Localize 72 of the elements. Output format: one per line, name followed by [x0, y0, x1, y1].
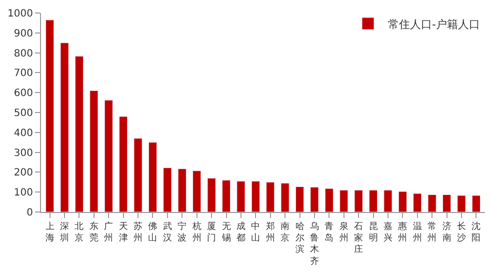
- x-tick-label: 广州: [104, 220, 114, 244]
- x-tick-label: 昆明: [368, 220, 378, 244]
- x-tick-label: 常州: [428, 220, 437, 244]
- bar: [340, 190, 348, 212]
- bar: [60, 42, 69, 212]
- y-tick-label: 500: [14, 108, 33, 119]
- bar: [295, 186, 304, 212]
- bar: [178, 168, 186, 212]
- x-tick-label: 东莞: [89, 220, 98, 244]
- bar: [251, 180, 260, 212]
- bar: [398, 191, 407, 212]
- x-tick-label: 南京: [280, 220, 290, 244]
- x-tick-label: 成都: [236, 220, 246, 244]
- legend-label: 常住人口-户籍人口: [388, 18, 480, 31]
- x-tick-label: 郑州: [266, 220, 275, 244]
- x-tick-label: 石家庄: [354, 222, 364, 256]
- bar: [236, 180, 246, 212]
- y-tick-label: 300: [14, 148, 33, 159]
- bar: [134, 138, 142, 212]
- bar: [90, 90, 98, 212]
- bar: [46, 20, 54, 212]
- bar: [163, 168, 172, 212]
- bar: [192, 170, 202, 212]
- x-tick-label: 嘉兴: [383, 220, 392, 244]
- x-tick-label: 泉州: [339, 220, 348, 244]
- bar: [119, 116, 128, 212]
- y-tick-label: 700: [14, 68, 33, 80]
- x-tick-label: 上海: [45, 220, 54, 244]
- x-tick-label: 惠州: [397, 220, 408, 244]
- y-tick-label: 1000: [8, 8, 33, 20]
- bar: [428, 194, 436, 212]
- y-tick-label: 800: [14, 48, 33, 60]
- bar: [384, 190, 392, 212]
- bar: [442, 194, 452, 212]
- x-tick-label: 武汉: [162, 220, 172, 244]
- y-tick-label: 400: [14, 128, 33, 139]
- x-tick-label: 宁波: [178, 220, 187, 244]
- x-tick-label: 济南: [442, 220, 452, 244]
- x-tick-label: 青岛: [324, 220, 334, 244]
- x-tick-label: 北京: [74, 220, 84, 244]
- bar: [472, 195, 480, 212]
- x-tick-label: 温州: [412, 220, 422, 244]
- x-tick-label: 哈尔滨: [295, 220, 304, 256]
- bar: [266, 182, 275, 212]
- bar: [324, 188, 334, 212]
- bar: [207, 178, 216, 212]
- bar: [457, 195, 466, 212]
- y-tick-label: 0: [26, 208, 33, 218]
- y-tick-label: 600: [14, 88, 33, 100]
- y-tick-label: 100: [14, 188, 33, 199]
- y-tick-label: 200: [14, 168, 33, 179]
- x-tick-label: 深圳: [59, 220, 70, 244]
- x-tick-label: 乌鲁木齐: [310, 220, 319, 267]
- bar: [354, 190, 363, 212]
- x-tick-label: 天津: [118, 220, 128, 244]
- bar: [222, 180, 231, 212]
- x-tick-label: 厦门: [207, 220, 216, 244]
- bar: [104, 100, 113, 212]
- x-tick-label: 无锡: [220, 222, 231, 244]
- x-tick-label: 长沙: [456, 220, 466, 244]
- bar: [280, 182, 290, 212]
- bar: [413, 193, 422, 212]
- bar: [368, 190, 378, 212]
- bar: [148, 142, 158, 212]
- bar: [310, 186, 319, 212]
- x-tick-label: 杭州: [191, 220, 202, 244]
- x-tick-label: 沈阳: [472, 220, 481, 244]
- x-tick-label: 苏州: [134, 220, 143, 244]
- x-tick-label: 佛山: [148, 220, 158, 244]
- x-tick-label: 中山: [251, 220, 260, 244]
- y-tick-label: 900: [14, 28, 33, 40]
- bar: [74, 56, 84, 212]
